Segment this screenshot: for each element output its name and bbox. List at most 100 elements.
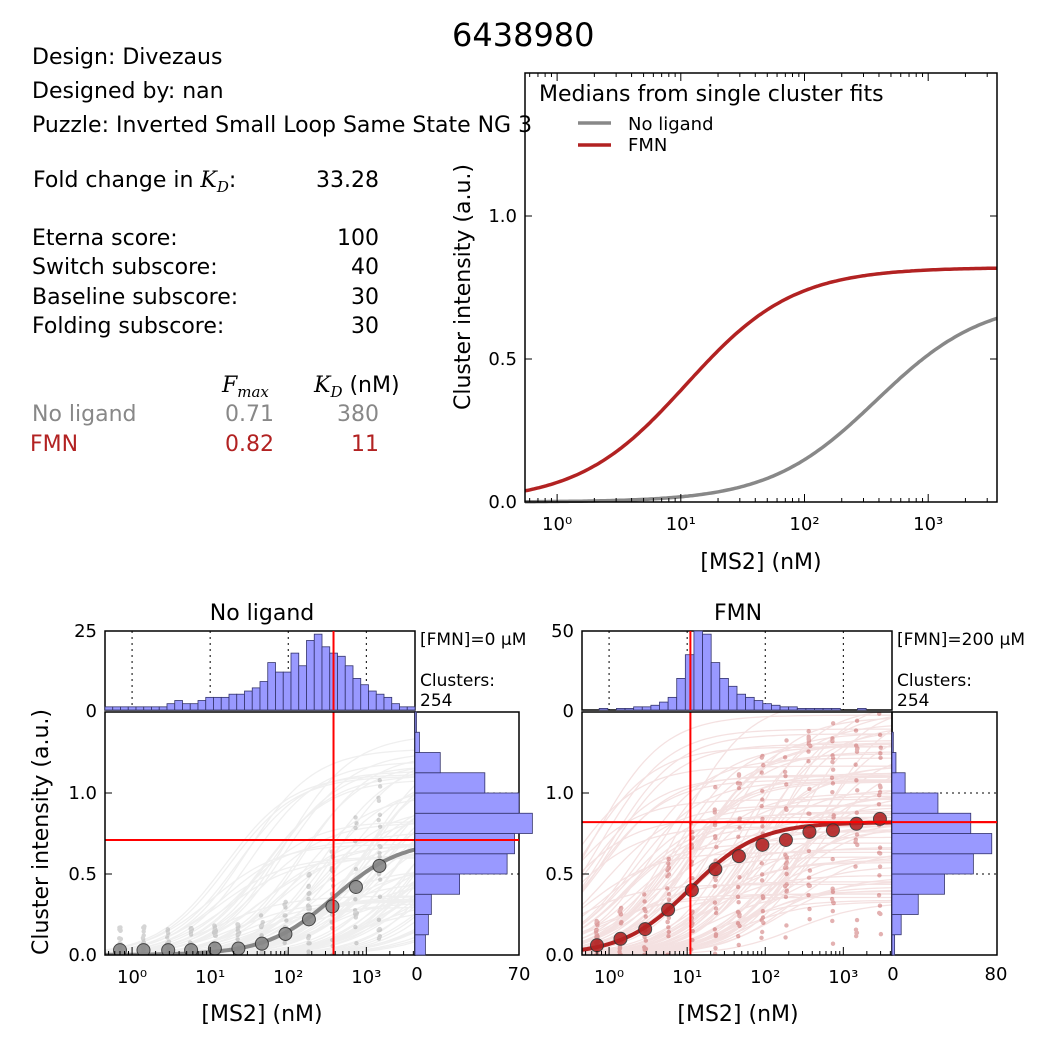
cluster-point: [712, 810, 717, 815]
cluster-point: [831, 815, 836, 820]
main-ytick-label: 0.0: [488, 492, 517, 513]
cluster-fit-curve: [105, 771, 415, 953]
cluster-point: [759, 803, 764, 809]
cluster-fit-curve: [105, 833, 415, 955]
cluster-point: [713, 933, 719, 939]
cluster-point: [808, 743, 813, 749]
main-xtick-label: 10¹: [666, 514, 696, 535]
cluster-fit-curves: [105, 738, 415, 955]
kd-hist-bar: [745, 696, 755, 711]
kd-hist-bar: [624, 708, 635, 711]
design-name: Design: Divezaus: [32, 45, 223, 70]
kd-hist-bar: [244, 690, 253, 711]
fmax-hist-bar: [414, 873, 460, 895]
cluster-point: [712, 900, 718, 905]
cluster-fit-curve: [582, 780, 892, 926]
kd-hist-bar: [736, 693, 747, 711]
kd-hist-bar: [814, 708, 824, 711]
cluster-fit-curve: [582, 767, 892, 955]
cluster-point: [806, 875, 812, 880]
cluster-point: [877, 783, 883, 789]
fmax-hist-bar: [414, 731, 420, 753]
cluster-fit-curve: [582, 883, 892, 915]
fold-change-colon: :: [228, 168, 237, 193]
cluster-point: [784, 889, 789, 894]
main-xtick-label: 10⁰: [542, 514, 572, 535]
kd-hist-bar: [352, 678, 362, 711]
cluster-fit-curve: [105, 755, 415, 955]
cluster-point: [376, 798, 382, 804]
cluster-point: [783, 935, 788, 940]
median-marker: [231, 941, 246, 955]
cluster-point: [760, 816, 765, 822]
cluster-point: [878, 751, 883, 756]
cluster-point: [783, 861, 789, 867]
cluster-fit-curve: [582, 745, 892, 935]
kd-hist-bar: [298, 665, 307, 711]
cluster-fit-curve: [582, 804, 892, 906]
fmax-hist-bar: [414, 893, 432, 915]
cluster-fit-curve: [582, 733, 892, 888]
cluster-point: [784, 738, 789, 743]
cluster-point: [876, 801, 882, 807]
cluster-point: [665, 919, 670, 925]
cluster-point: [666, 865, 671, 870]
cluster-point: [212, 928, 217, 933]
cluster-point: [354, 950, 359, 955]
cluster-point: [735, 920, 741, 926]
cluster-point: [736, 910, 741, 915]
cluster-fit-curve: [105, 821, 415, 954]
cluster-point: [713, 946, 718, 951]
cluster-fit-curve: [582, 816, 892, 872]
cluster-point: [306, 933, 312, 939]
panel-plot-area: [582, 712, 892, 955]
cluster-point: [829, 775, 835, 780]
cluster-point: [642, 947, 647, 953]
cluster-point: [830, 755, 836, 761]
cluster-point: [806, 739, 812, 744]
cluster-point: [259, 924, 264, 930]
no-ligand-clusters-count: 254: [420, 691, 452, 711]
cluster-point: [354, 912, 359, 917]
cluster-point: [377, 843, 382, 849]
cluster-point: [760, 824, 765, 829]
cluster-point: [643, 914, 648, 919]
cluster-fit-curve: [582, 830, 892, 955]
cluster-fit-curve: [582, 874, 892, 954]
kd-hist-bar: [313, 633, 323, 711]
cluster-point: [353, 825, 358, 831]
cluster-point: [260, 950, 265, 955]
cluster-fit-curve: [105, 843, 415, 952]
fmax-hist-bar: [891, 792, 939, 814]
kd-hist-bar: [693, 630, 703, 711]
cluster-fit-curve: [582, 836, 892, 944]
cluster-point: [737, 825, 742, 830]
kd-hist-bar: [702, 633, 712, 711]
cluster-point: [213, 928, 219, 934]
cluster-point: [783, 806, 789, 811]
fmax-sub: max: [237, 383, 269, 401]
cluster-point: [376, 917, 382, 923]
cluster-point: [736, 785, 742, 791]
cluster-point: [784, 782, 789, 787]
cluster-point: [307, 871, 312, 877]
kd-hist-min-label: 0: [563, 701, 574, 722]
kd-hist-bar: [321, 646, 331, 711]
cluster-point: [642, 899, 647, 904]
kd-hist-bar: [779, 706, 790, 711]
cluster-fit-curve: [582, 887, 892, 955]
row-kd-fmn: 11: [351, 432, 379, 457]
cluster-fit-curve: [582, 742, 892, 949]
cluster-point: [642, 906, 647, 912]
cluster-point: [617, 945, 623, 951]
kd-sub: D: [330, 383, 343, 401]
cluster-point: [594, 927, 599, 932]
median-marker: [731, 849, 746, 864]
cluster-point: [713, 910, 719, 916]
cluster-point: [353, 866, 359, 872]
kd-hist-bar: [337, 655, 346, 711]
no-ligand-panel: No ligand [FMN]=0 μM Clusters: 254 [MS2]…: [29, 601, 533, 1027]
cluster-point: [118, 925, 123, 930]
cluster-point: [118, 928, 123, 934]
cluster-point: [712, 927, 718, 932]
